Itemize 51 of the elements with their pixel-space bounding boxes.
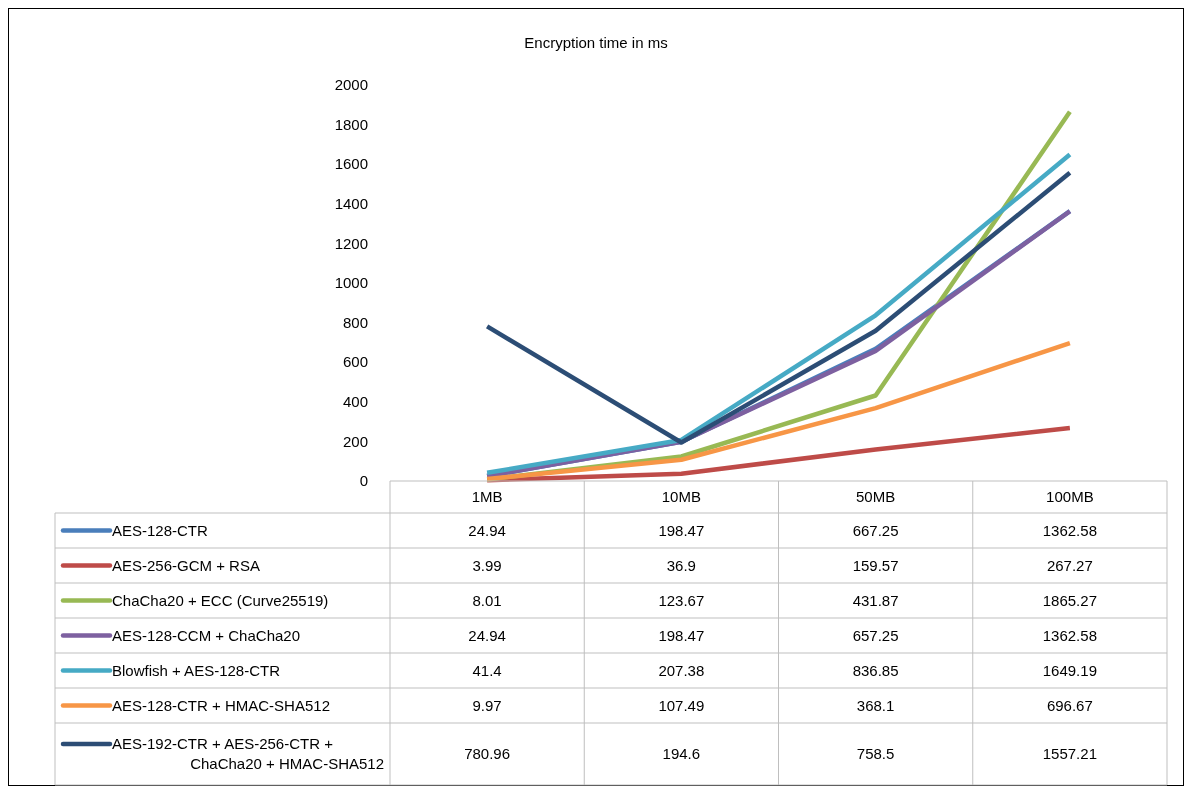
data-label: 41.4 xyxy=(472,661,502,679)
data-label: 123.67 xyxy=(658,591,705,609)
data-label: 657.25 xyxy=(852,626,899,644)
y-tick-label: 0 xyxy=(359,472,368,490)
legend-label: AES-256-GCM + RSA xyxy=(112,556,260,574)
data-label: 194.6 xyxy=(662,745,701,763)
data-label: 1865.27 xyxy=(1042,591,1097,609)
x-tick-label: 10MB xyxy=(661,488,701,506)
legend-label: ChaCha20 + ECC (Curve25519) xyxy=(112,591,329,609)
data-label: 368.1 xyxy=(856,696,895,714)
data-label: 24.94 xyxy=(468,521,506,539)
legend-label: AES-128-CTR + HMAC-SHA512 xyxy=(112,696,330,714)
y-tick-label: 1000 xyxy=(334,274,368,292)
data-label: 1557.21 xyxy=(1042,745,1097,763)
data-label: 24.94 xyxy=(468,626,506,644)
x-tick-label: 100MB xyxy=(1046,488,1094,506)
y-tick-label: 1800 xyxy=(334,115,368,133)
y-tick-label: 1200 xyxy=(334,234,368,252)
legend-label: AES-192-CTR + AES-256-CTR + ChaCha20 + HMAC-SHA512 xyxy=(112,735,384,773)
data-label: 9.97 xyxy=(472,696,502,714)
data-label: 207.38 xyxy=(658,661,705,679)
legend-label: AES-128-CCM + ChaCha20 xyxy=(112,626,301,644)
y-tick-label: 600 xyxy=(342,353,368,371)
data-label: 1649.19 xyxy=(1042,661,1097,679)
data-label: 696.67 xyxy=(1046,696,1093,714)
legend-label: AES-128-CTR xyxy=(112,521,209,539)
data-label: 267.27 xyxy=(1046,556,1093,574)
data-label: 758.5 xyxy=(856,745,895,763)
x-tick-label: 1MB xyxy=(471,488,503,506)
data-label: 1362.58 xyxy=(1042,521,1097,539)
data-label: 431.87 xyxy=(852,591,899,609)
data-label: 780.96 xyxy=(464,745,511,763)
y-tick-label: 1400 xyxy=(334,195,368,213)
data-label: 3.99 xyxy=(472,556,502,574)
y-tick-label: 2000 xyxy=(334,76,368,94)
x-tick-label: 50MB xyxy=(856,488,896,506)
data-label: 667.25 xyxy=(852,521,899,539)
data-label: 107.49 xyxy=(658,696,705,714)
y-tick-label: 200 xyxy=(342,432,368,450)
data-label: 198.47 xyxy=(658,626,705,644)
y-tick-label: 400 xyxy=(342,393,368,411)
data-label: 8.01 xyxy=(472,591,502,609)
data-label: 159.57 xyxy=(852,556,899,574)
data-label: 836.85 xyxy=(852,661,899,679)
data-label: 1362.58 xyxy=(1042,626,1097,644)
data-label: 36.9 xyxy=(666,556,696,574)
y-tick-label: 1600 xyxy=(334,155,368,173)
data-label: 198.47 xyxy=(658,521,705,539)
chart-title: Encryption time in ms xyxy=(524,34,668,51)
y-tick-label: 800 xyxy=(342,313,368,331)
legend-label: Blowfish + AES-128-CTR xyxy=(112,661,281,679)
